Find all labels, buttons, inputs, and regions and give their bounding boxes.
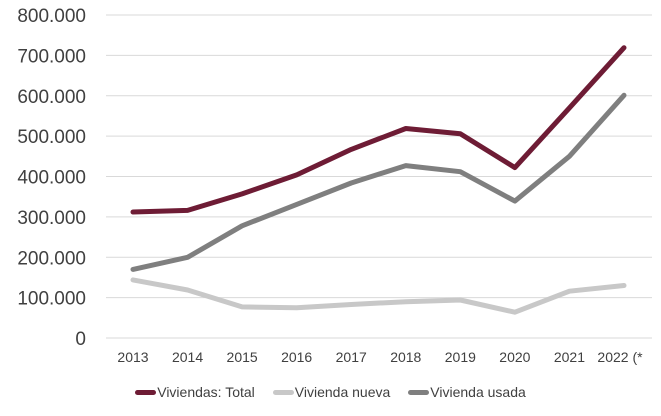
y-tick-label: 200.000 — [17, 248, 86, 269]
x-tick-label: 2022 (* — [597, 349, 643, 365]
legend-label-total: Viviendas: Total — [157, 384, 255, 400]
y-tick-label: 700.000 — [17, 46, 86, 67]
series-lines — [130, 45, 627, 315]
y-tick-label: 400.000 — [17, 168, 86, 189]
legend-item-usada: Vivienda usada — [408, 384, 526, 400]
x-axis-ticks: 2013 2014 2015 2016 2017 2018 2019 2020 2021 2022… — [117, 349, 643, 365]
series-line-nueva — [130, 277, 627, 315]
legend-label-usada: Vivienda usada — [430, 384, 526, 400]
y-tick-label: 800.000 — [17, 6, 86, 27]
legend-swatch-nueva — [272, 389, 294, 395]
x-tick-label: 2019 — [445, 349, 476, 365]
x-tick-label: 2020 — [499, 349, 530, 365]
x-tick-label: 2017 — [336, 349, 367, 365]
legend-label-nueva: Vivienda nueva — [294, 384, 391, 400]
legend-item-nueva: Vivienda nueva — [272, 384, 391, 400]
series-line-total — [130, 45, 627, 215]
y-axis-ticks: 0 100.000 200.000 300.000 400.000 500.000 600.… — [17, 6, 86, 350]
legend: Viviendas: Total Vivienda nueva Vivienda… — [0, 384, 661, 400]
x-tick-label: 2018 — [390, 349, 421, 365]
legend-swatch-usada — [408, 389, 430, 395]
y-tick-label: 600.000 — [17, 87, 86, 108]
x-tick-label: 2015 — [227, 349, 258, 365]
legend-item-total: Viviendas: Total — [135, 384, 255, 400]
x-tick-label: 2013 — [117, 349, 148, 365]
y-tick-label: 0 — [75, 329, 86, 350]
y-tick-label: 500.000 — [17, 127, 86, 148]
legend-swatch-total — [135, 389, 157, 395]
series-line-usada — [130, 92, 627, 272]
line-chart: 0 100.000 200.000 300.000 400.000 500.000 600.… — [17, 6, 652, 365]
x-tick-label: 2014 — [172, 349, 203, 365]
y-tick-label: 100.000 — [17, 289, 86, 310]
y-tick-label: 300.000 — [17, 208, 86, 229]
x-tick-label: 2021 — [554, 349, 585, 365]
x-tick-label: 2016 — [281, 349, 312, 365]
